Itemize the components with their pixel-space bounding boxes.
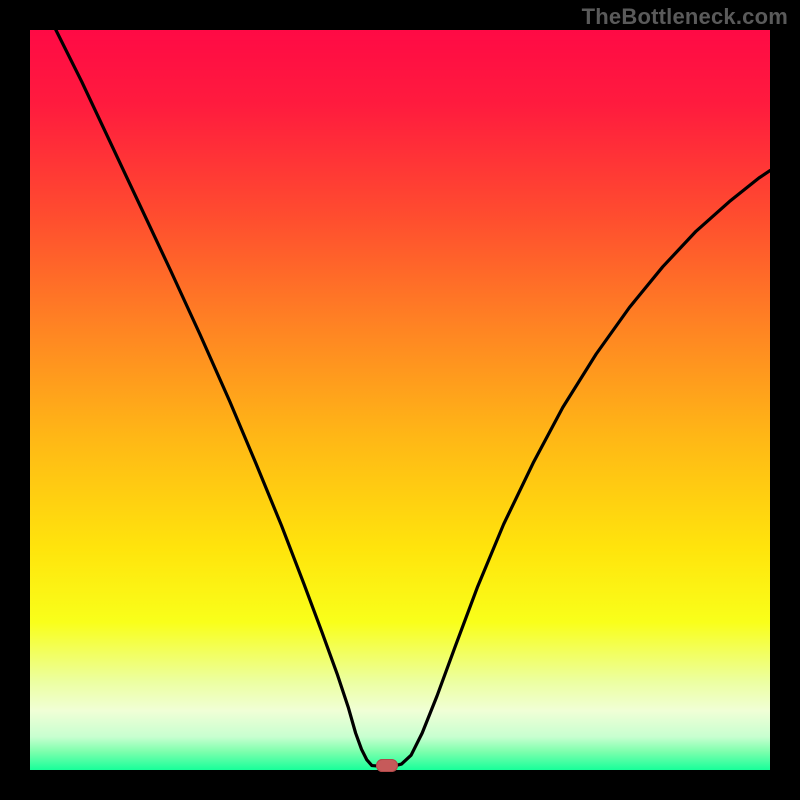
plot-area	[30, 30, 770, 770]
bottleneck-curve	[30, 30, 770, 770]
watermark-text: TheBottleneck.com	[582, 4, 788, 30]
optimal-point-marker	[376, 759, 398, 772]
curve-path	[56, 30, 770, 766]
chart-frame: TheBottleneck.com	[0, 0, 800, 800]
